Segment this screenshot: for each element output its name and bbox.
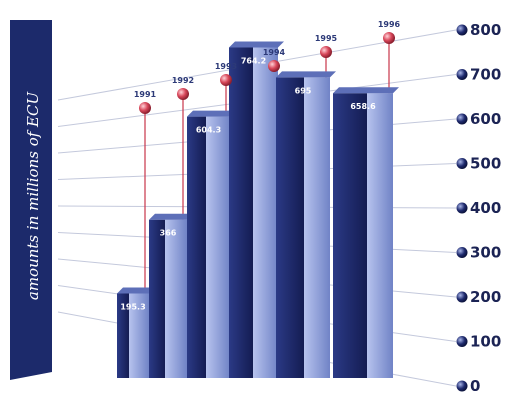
- y-tick-label: 500: [470, 155, 501, 173]
- tick-marker: [456, 336, 468, 347]
- category-label: 1995: [315, 34, 338, 43]
- bar-front: [187, 116, 206, 378]
- y-axis-ticks: 0 100 200 300 400 500 600 700 800: [456, 21, 501, 395]
- category-label: 1992: [172, 76, 194, 85]
- bar-value-label: 604.3: [196, 126, 221, 135]
- y-tick-label: 400: [470, 199, 501, 217]
- tick-marker: [456, 158, 468, 169]
- y-tick-label: 300: [470, 244, 501, 262]
- bar-top: [276, 71, 336, 78]
- bar-top: [333, 87, 399, 94]
- ylabel-box: amounts in millions of ECU: [10, 20, 52, 380]
- ylabel-box-bg: [10, 20, 52, 380]
- bar-side: [253, 47, 278, 378]
- bar-value-label: 658.6: [350, 102, 376, 111]
- bar-value-label: 764.2: [241, 57, 266, 66]
- bar-front: [117, 293, 129, 378]
- category-label: 1991: [134, 90, 157, 99]
- bar-front: [229, 47, 253, 378]
- category-label: 1994: [263, 48, 286, 57]
- y-tick-label: 200: [470, 288, 501, 306]
- year-marker: [320, 46, 332, 58]
- y-tick-label: 700: [470, 66, 501, 84]
- bars: 195.3 366 604.3 764.2 695 658.6: [117, 41, 399, 379]
- year-marker: [383, 32, 395, 44]
- category-label: 1996: [378, 20, 401, 29]
- y-axis-label: amounts in millions of ECU: [24, 91, 42, 301]
- y-tick-label: 800: [470, 21, 501, 39]
- bar-side: [206, 116, 230, 378]
- bar-front: [149, 219, 165, 378]
- tick-marker: [456, 380, 468, 392]
- year-marker: [139, 102, 151, 114]
- tick-marker: [456, 291, 468, 303]
- bar-top: [229, 41, 284, 48]
- y-tick-label: 0: [470, 377, 480, 395]
- y-tick-label: 600: [470, 110, 501, 128]
- year-markers: 1991 1992 1993 1994 1995 1996: [134, 20, 401, 114]
- tick-marker: [456, 113, 468, 125]
- y-tick-label: 100: [470, 333, 501, 351]
- tick-marker: [456, 202, 468, 214]
- year-marker: [268, 60, 280, 72]
- bar-top: [117, 287, 155, 294]
- bar-side: [367, 93, 393, 378]
- bar-side: [304, 77, 330, 379]
- bar-front: [333, 93, 367, 378]
- bar-value-label: 695: [295, 86, 312, 95]
- year-marker: [220, 74, 232, 86]
- bar-top: [187, 110, 236, 117]
- bar-front: [276, 77, 304, 379]
- category-label: 1993: [215, 62, 237, 71]
- tick-marker: [456, 69, 468, 80]
- bar-value-label: 366: [160, 229, 177, 238]
- tick-marker: [456, 24, 468, 36]
- bar-value-label: 195.3: [120, 303, 145, 312]
- bar-side: [129, 293, 149, 378]
- year-marker: [177, 88, 189, 100]
- bar-top: [149, 213, 193, 220]
- tick-marker: [456, 247, 468, 258]
- bar-side: [165, 219, 187, 378]
